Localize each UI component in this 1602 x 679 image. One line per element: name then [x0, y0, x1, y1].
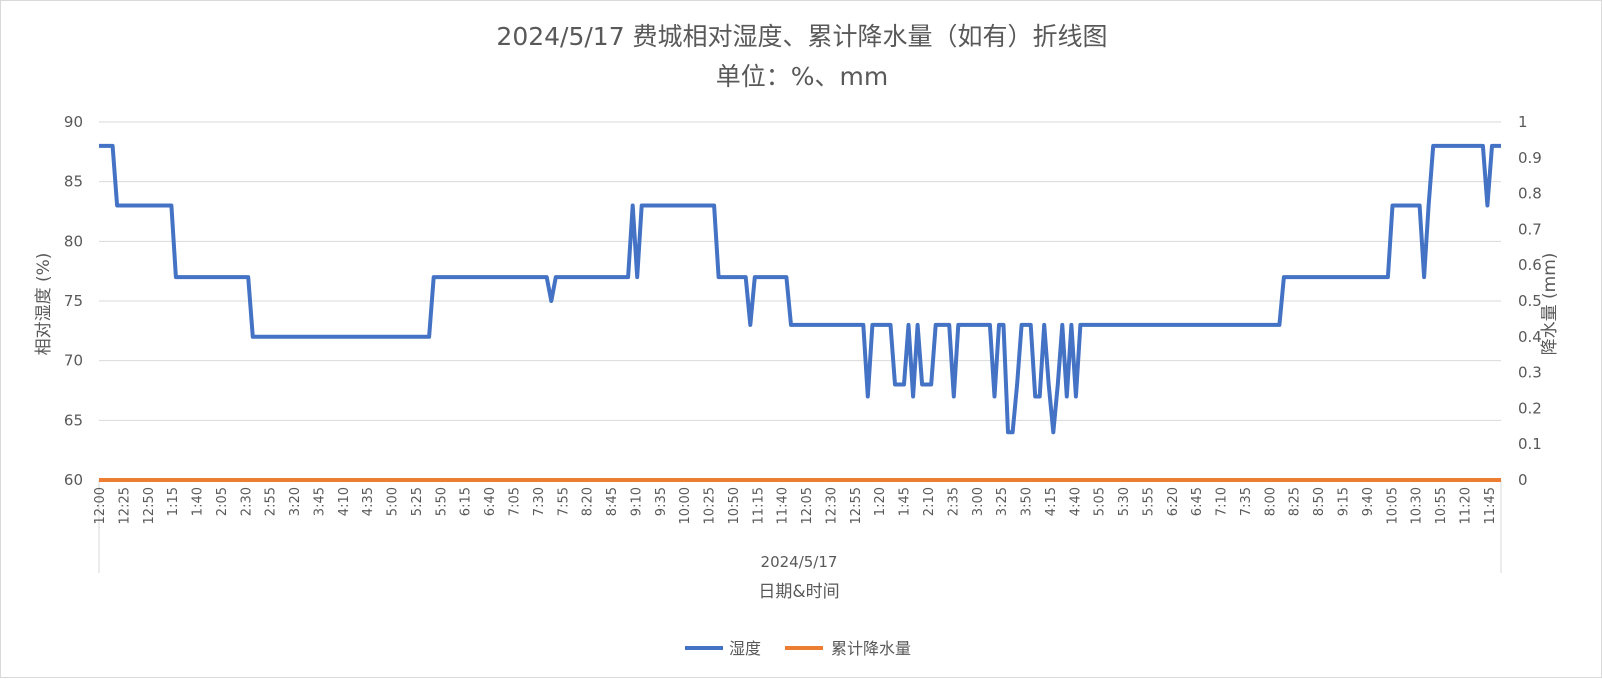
x-tick-label-33: 1:45: [898, 487, 913, 516]
y-axis-label: 相对湿度 (%): [34, 253, 54, 356]
x-tick-label-26: 10:50: [727, 487, 742, 524]
x-tick-label-53: 10:05: [1385, 487, 1400, 524]
y-tick-label-5: 85: [64, 173, 83, 191]
y-tick-label-6: 90: [64, 113, 83, 131]
y2-tick-label-9: 0.9: [1518, 149, 1542, 167]
x-tick-label-6: 2:30: [239, 487, 254, 516]
x-tick-label-47: 7:35: [1239, 487, 1254, 516]
x-tick-label-15: 6:15: [459, 487, 474, 516]
y-tick-label-2: 70: [64, 352, 83, 370]
x-tick-label-39: 4:15: [1044, 487, 1059, 516]
legend: 湿度 累计降水量: [685, 639, 911, 658]
x-tick-label-24: 10:00: [678, 487, 693, 524]
x-tick-label-41: 5:05: [1093, 487, 1108, 516]
x-tick-label-16: 6:40: [483, 487, 498, 516]
x-axis-label: 日期&时间: [758, 582, 839, 602]
x-tick-label-9: 3:45: [312, 487, 327, 516]
series-line-humidity: [99, 143, 1501, 435]
x-tick-label-43: 5:55: [1141, 487, 1156, 516]
y-axis-left-ticks: 60 65 70 75 80 85 90: [64, 113, 83, 489]
y2-tick-label-1: 0.1: [1518, 435, 1542, 453]
x-tick-label-5: 2:05: [215, 487, 230, 516]
x-tick-label-55: 10:55: [1434, 487, 1449, 524]
x-tick-label-19: 7:55: [556, 487, 571, 516]
y2-tick-label-2: 0.2: [1518, 399, 1542, 417]
x-tick-label-28: 11:40: [776, 487, 791, 524]
x-tick-label-4: 1:40: [191, 487, 206, 516]
x-tick-label-56: 11:20: [1458, 487, 1473, 524]
y2-tick-label-7: 0.7: [1518, 220, 1542, 238]
x-tick-label-0: 12:00: [93, 487, 108, 524]
x-tick-label-54: 10:30: [1410, 487, 1425, 524]
x-tick-label-18: 7:30: [532, 487, 547, 516]
x-tick-label-32: 1:20: [873, 487, 888, 516]
x-tick-label-22: 9:10: [629, 487, 644, 516]
y2-tick-label-8: 0.8: [1518, 185, 1542, 203]
x-tick-label-14: 5:50: [434, 487, 449, 516]
gridlines: [98, 121, 1502, 573]
x-tick-label-1: 12:25: [117, 487, 132, 524]
x-tick-label-49: 8:25: [1288, 487, 1303, 516]
series-group: [99, 143, 1501, 482]
x-tick-label-48: 8:00: [1263, 487, 1278, 516]
y-tick-label-3: 75: [64, 292, 83, 310]
chart-title: 2024/5/17 费城相对湿度、累计降水量（如有）折线图: [496, 22, 1107, 51]
x-tick-label-25: 10:25: [703, 487, 718, 524]
x-tick-label-34: 2:10: [922, 487, 937, 516]
x-tick-label-27: 11:15: [751, 487, 766, 524]
y2-tick-label-4: 0.4: [1518, 328, 1542, 346]
x-tick-label-52: 9:40: [1361, 487, 1376, 516]
x-tick-label-13: 5:25: [410, 487, 425, 516]
x-tick-label-46: 7:10: [1215, 487, 1230, 516]
x-tick-label-21: 8:45: [605, 487, 620, 516]
y-tick-label-4: 80: [64, 232, 83, 250]
x-tick-label-36: 3:00: [971, 487, 986, 516]
x-tick-label-57: 11:45: [1483, 487, 1498, 524]
x-tick-label-8: 3:20: [288, 487, 303, 516]
x-tick-label-29: 12:05: [800, 487, 815, 524]
y2-tick-label-10: 1: [1518, 113, 1528, 131]
x-tick-label-10: 4:10: [337, 487, 352, 516]
x-tick-label-7: 2:55: [264, 487, 279, 516]
y2-axis-label: 降水量 (mm): [1540, 253, 1560, 356]
x-axis-group-label: 2024/5/17: [761, 553, 838, 571]
x-tick-label-12: 5:00: [386, 487, 401, 516]
x-tick-label-35: 2:35: [946, 487, 961, 516]
x-tick-label-3: 1:15: [166, 487, 181, 516]
y2-tick-label-6: 0.6: [1518, 256, 1542, 274]
x-axis-ticks: 12:00 12:25 12:50 1:15 1:40 2:05 2:30 2:55 3:20 3…: [93, 487, 1498, 524]
x-tick-label-37: 3:25: [995, 487, 1010, 516]
x-tick-label-23: 9:35: [654, 487, 669, 516]
x-tick-label-51: 9:15: [1337, 487, 1352, 516]
x-tick-label-31: 12:55: [849, 487, 864, 524]
x-tick-label-44: 6:20: [1166, 487, 1181, 516]
x-tick-label-20: 8:20: [581, 487, 596, 516]
x-tick-label-42: 5:30: [1117, 487, 1132, 516]
x-tick-label-17: 7:05: [508, 487, 523, 516]
legend-label-precip: 累计降水量: [831, 639, 911, 658]
y2-tick-label-0: 0: [1518, 471, 1528, 489]
x-tick-label-2: 12:50: [142, 487, 157, 524]
x-tick-label-38: 3:50: [1020, 487, 1035, 516]
legend-label-humidity: 湿度: [729, 639, 761, 658]
y2-tick-label-3: 0.3: [1518, 364, 1542, 382]
y-tick-label-1: 65: [64, 411, 83, 429]
y-tick-label-0: 60: [64, 471, 83, 489]
x-tick-label-11: 4:35: [361, 487, 376, 516]
chart-subtitle: 单位：%、mm: [716, 62, 888, 91]
x-tick-label-50: 8:50: [1312, 487, 1327, 516]
x-tick-label-40: 4:40: [1068, 487, 1083, 516]
x-tick-label-30: 12:30: [824, 487, 839, 524]
y2-tick-label-5: 0.5: [1518, 292, 1542, 310]
x-tick-label-45: 6:45: [1190, 487, 1205, 516]
y-axis-right-ticks: 0 0.1 0.2 0.3 0.4 0.5 0.6 0.7 0.8 0.9 1: [1518, 113, 1542, 489]
